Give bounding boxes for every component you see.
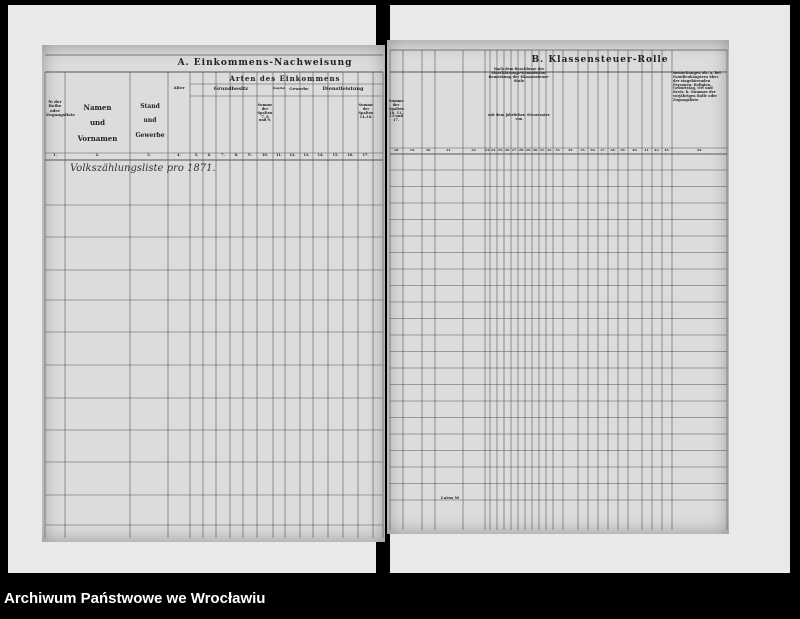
column-number: 20. [425, 148, 432, 152]
column-number: 43. [664, 148, 670, 152]
col-sum-a-header: Summe der Spalten 7, 8 und 9. [257, 103, 273, 123]
column-number: 26. [504, 148, 511, 152]
column-number: 31. [539, 148, 546, 152]
column-number: 42. [654, 148, 660, 152]
group-grundbesitz: Grundbesitz [213, 86, 249, 92]
group-dienstleistung: Dienstleistung [322, 86, 364, 92]
col-name-header: Namen und Vornamen [77, 103, 118, 143]
column-number: 39. [620, 148, 626, 152]
handwritten-note: Volkszählungsliste pro 1871. [70, 163, 216, 174]
column-number: 21. [446, 148, 452, 152]
column-number: 22. [471, 148, 477, 152]
left-subtitle: Arten des Einkommens [229, 74, 341, 83]
column-number: 5. [194, 153, 199, 157]
column-number: 8. [234, 153, 239, 157]
column-number: 38. [610, 148, 616, 152]
column-number: 40. [632, 148, 638, 152]
column-number: 14. [317, 153, 324, 157]
column-number: 10. [261, 153, 269, 157]
col-alter-header: Alter [173, 85, 185, 90]
column-number: 13. [303, 153, 310, 157]
column-number: 18. [393, 148, 400, 152]
left-title: A. Einkommens-Nachweisung [177, 58, 353, 68]
column-number: 37. [600, 148, 606, 152]
column-number: 19. [409, 148, 416, 152]
column-number: 16. [347, 153, 354, 157]
column-number: 27. [511, 148, 518, 152]
column-number: 11. [275, 153, 283, 157]
col-number-header: № der Reihe oder Zugangsliste [46, 99, 75, 118]
column-number: 32. [546, 148, 553, 152]
column-number: 6. [207, 153, 212, 157]
column-number: 15. [332, 153, 339, 157]
column-number: 28. [518, 148, 525, 152]
col-sum-b-header: Summe der Spalten 14–16. [358, 103, 374, 119]
column-number: 34. [567, 148, 574, 152]
col-assess-header: Nach dem Beschlusse der Einschätzungs-Ko… [488, 67, 550, 83]
column-number: 7. [221, 153, 225, 157]
column-number: 41. [644, 148, 650, 152]
col-remarks-header: Bemerkungen als: a. bei Familienhäuptern… [673, 71, 721, 102]
col-assess-sub: mit dem jährlichen Steuersatze von [488, 113, 550, 121]
column-number: 23. [485, 148, 491, 152]
archive-name: Archiwum Państwowe we Wrocławiu [4, 590, 266, 607]
latus-label: Latus M [440, 495, 460, 500]
column-number: 17. [362, 153, 369, 157]
group-gewerbe: Gewerbe [289, 86, 309, 91]
column-number: 29. [525, 148, 532, 152]
column-number: 4. [177, 153, 181, 157]
right-title: B. Klassensteuer-Rolle [531, 55, 669, 65]
group-kapital: Kapital [273, 86, 286, 90]
column-number: 44. [696, 148, 703, 152]
column-number: 24. [490, 148, 497, 152]
column-number: 30. [532, 148, 539, 152]
col-sum-header: Summe der Spalten 10, 11, 13 und 17. [389, 99, 404, 123]
column-number: 12. [289, 153, 296, 157]
column-number: 33. [555, 148, 561, 152]
column-number: 9. [248, 153, 252, 157]
column-number: 25. [497, 148, 504, 152]
column-number: 2. [95, 153, 100, 157]
column-number: 1. [53, 153, 57, 157]
column-number: 35. [580, 148, 586, 152]
column-number: 36. [590, 148, 596, 152]
column-number: 3. [147, 153, 151, 157]
col-stand-header: Stand und Gewerbe [135, 103, 165, 139]
